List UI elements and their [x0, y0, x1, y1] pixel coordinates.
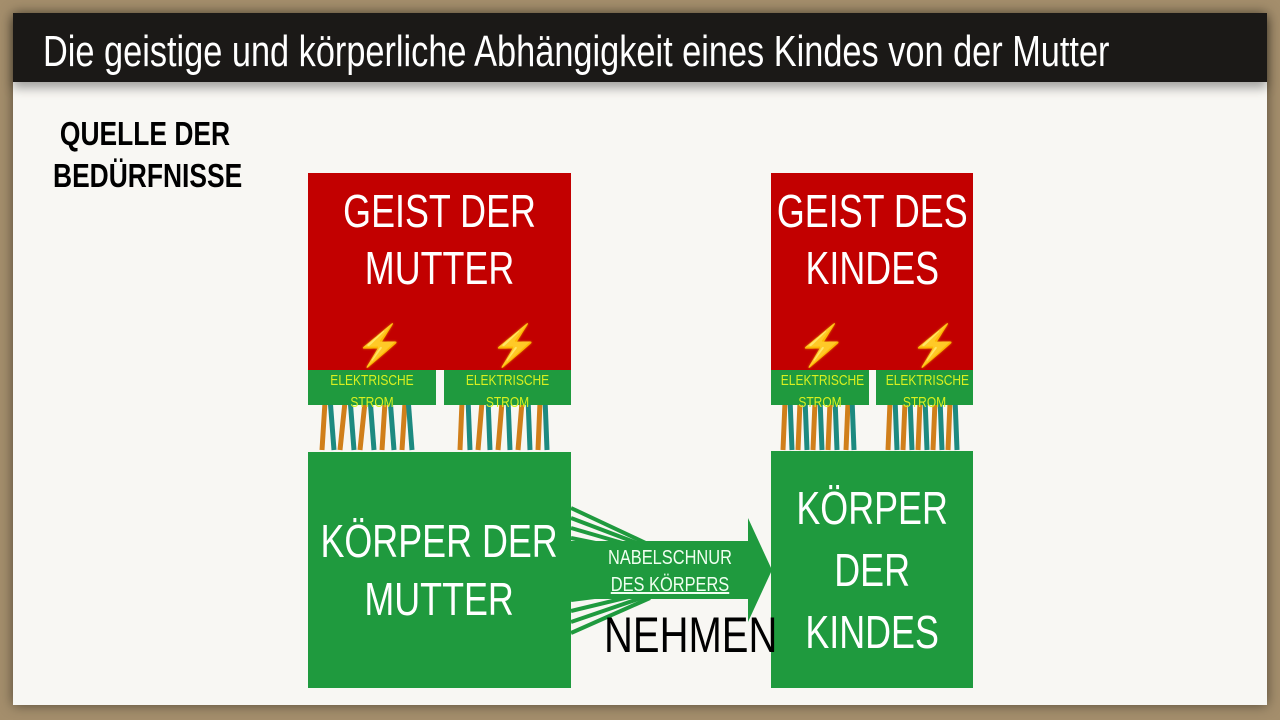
mother-mind-line2: MUTTER: [364, 242, 515, 294]
electric-connector: ELEKTRISCHE STROM: [308, 370, 436, 411]
lightning-bolt-icon: ⚡: [355, 324, 405, 368]
electric-connector: ELEKTRISCHE STROM: [444, 370, 571, 411]
child-body-line1: KÖRPER: [796, 481, 948, 534]
connector-label: ELEKTRISCHE: [885, 372, 970, 389]
cables: [319, 397, 960, 451]
slide-title: Die geistige und körperliche Abhängigkei…: [43, 27, 1110, 76]
title-bar: Die geistige und körperliche Abhängigkei…: [13, 13, 1267, 82]
source-label-line1: QUELLE DER: [59, 115, 231, 152]
connector-label: STROM: [350, 394, 394, 411]
mother-mind-line1: GEIST DER: [343, 185, 536, 237]
lightning-bolt-icon: ⚡: [490, 324, 540, 368]
child-body-box: KÖRPER DER KINDES: [771, 451, 973, 688]
umbilical-line2: DES KÖRPERS: [610, 574, 730, 596]
source-label-line2: BEDÜRFNISSE: [53, 157, 243, 194]
mother-mind-box: GEIST DER MUTTER: [308, 173, 571, 370]
mother-body-line1: KÖRPER DER: [320, 515, 559, 567]
child-mind-line2: KINDES: [805, 242, 939, 294]
mother-body-line2: MUTTER: [364, 573, 515, 625]
electric-connector: ELEKTRISCHE STROM: [771, 370, 869, 411]
lightning-bolt-icon: ⚡: [797, 324, 847, 368]
umbilical-line1: NABELSCHNUR: [608, 547, 732, 569]
connector-label: STROM: [902, 394, 947, 411]
lightning-bolt-icon: ⚡: [910, 324, 960, 368]
connector-label: STROM: [485, 394, 530, 411]
action-label: NEHMEN: [604, 607, 778, 663]
connector-label: ELEKTRISCHE: [330, 372, 414, 389]
child-body-line3: KINDES: [805, 605, 939, 658]
electric-connector: ELEKTRISCHE STROM: [876, 370, 973, 411]
connector-label: ELEKTRISCHE: [465, 372, 550, 389]
umbilical-label: NABELSCHNUR DES KÖRPERS: [596, 545, 744, 599]
source-label: QUELLE DER BEDÜRFNISSE: [53, 113, 243, 197]
child-mind-box: GEIST DES KINDES: [771, 173, 973, 370]
child-body-line2: DER: [834, 543, 910, 596]
child-mind-line1: GEIST DES: [776, 185, 968, 237]
connector-label: STROM: [798, 394, 842, 411]
connector-label: ELEKTRISCHE: [780, 372, 865, 389]
mother-body-box: KÖRPER DER MUTTER: [308, 452, 571, 688]
